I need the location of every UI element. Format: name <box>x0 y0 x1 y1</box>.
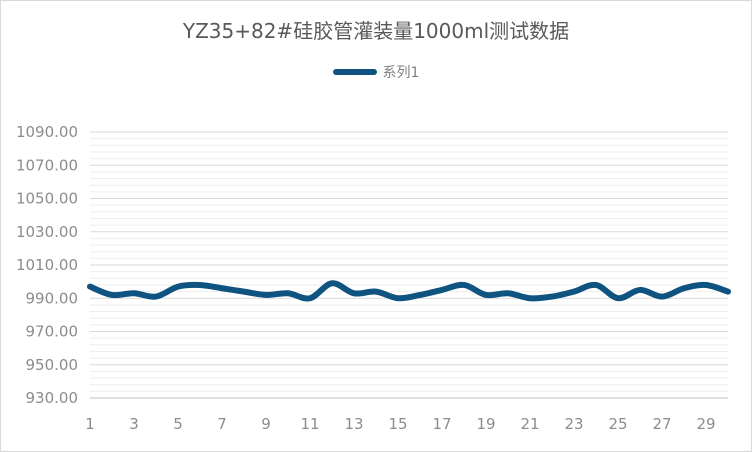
data-point <box>177 286 179 288</box>
data-point <box>287 292 289 294</box>
y-tick-label: 950.00 <box>26 356 79 374</box>
x-tick-label: 25 <box>608 415 627 433</box>
x-tick-label: 27 <box>652 415 671 433</box>
y-tick-label: 1050.00 <box>16 190 78 208</box>
data-point <box>573 291 575 293</box>
data-point <box>463 284 465 286</box>
data-point <box>265 294 267 296</box>
data-point <box>375 291 377 293</box>
data-point <box>639 289 641 291</box>
legend-label: 系列1 <box>382 65 420 81</box>
data-point <box>727 291 729 293</box>
x-tick-label: 13 <box>344 415 363 433</box>
x-tick-label: 7 <box>217 415 227 433</box>
y-tick-label: 1010.00 <box>16 256 78 274</box>
x-tick-label: 15 <box>388 415 407 433</box>
x-tick-label: 11 <box>300 415 319 433</box>
x-tick-label: 19 <box>476 415 495 433</box>
data-point <box>199 284 201 286</box>
data-point <box>441 289 443 291</box>
chart-title: YZ35+82#硅胶管灌装量1000ml测试数据 <box>182 19 570 43</box>
y-tick-label: 990.00 <box>26 289 79 307</box>
data-point <box>309 297 311 299</box>
x-tick-label: 5 <box>173 415 183 433</box>
y-tick-label: 1070.00 <box>16 156 78 174</box>
x-tick-label: 17 <box>432 415 451 433</box>
data-point <box>419 294 421 296</box>
data-point <box>595 284 597 286</box>
data-point <box>331 282 333 284</box>
x-tick-label: 3 <box>129 415 139 433</box>
data-point <box>705 284 707 286</box>
data-point <box>155 296 157 298</box>
data-point <box>551 296 553 298</box>
data-point <box>485 294 487 296</box>
data-point <box>617 297 619 299</box>
series-line <box>87 280 731 302</box>
data-point <box>89 286 91 288</box>
x-axis-ticks: 1 3 5 7 9 11 13 15 17 19 21 23 25 27 29 <box>85 415 715 433</box>
y-tick-label: 1090.00 <box>16 123 78 141</box>
data-point <box>683 287 685 289</box>
data-point <box>397 297 399 299</box>
y-tick-label: 1030.00 <box>16 223 78 241</box>
data-point <box>221 287 223 289</box>
minor-gridlines <box>90 138 728 392</box>
x-tick-label: 9 <box>261 415 271 433</box>
data-point <box>243 291 245 293</box>
legend: 系列1 <box>0 62 752 82</box>
data-point <box>507 292 509 294</box>
data-point <box>133 292 135 294</box>
series-group <box>87 280 731 302</box>
x-tick-label: 23 <box>564 415 583 433</box>
x-tick-label: 21 <box>520 415 539 433</box>
y-tick-label: 930.00 <box>26 389 79 407</box>
x-tick-label: 1 <box>85 415 95 433</box>
y-axis-ticks: 930.00 950.00 970.00 990.00 1010.00 1030.00 10… <box>16 123 78 407</box>
x-tick-label: 29 <box>696 415 715 433</box>
legend-swatch <box>332 69 377 75</box>
data-point <box>529 297 531 299</box>
data-point <box>111 294 113 296</box>
data-point <box>661 296 663 298</box>
data-point <box>353 292 355 294</box>
y-tick-label: 970.00 <box>26 323 79 341</box>
